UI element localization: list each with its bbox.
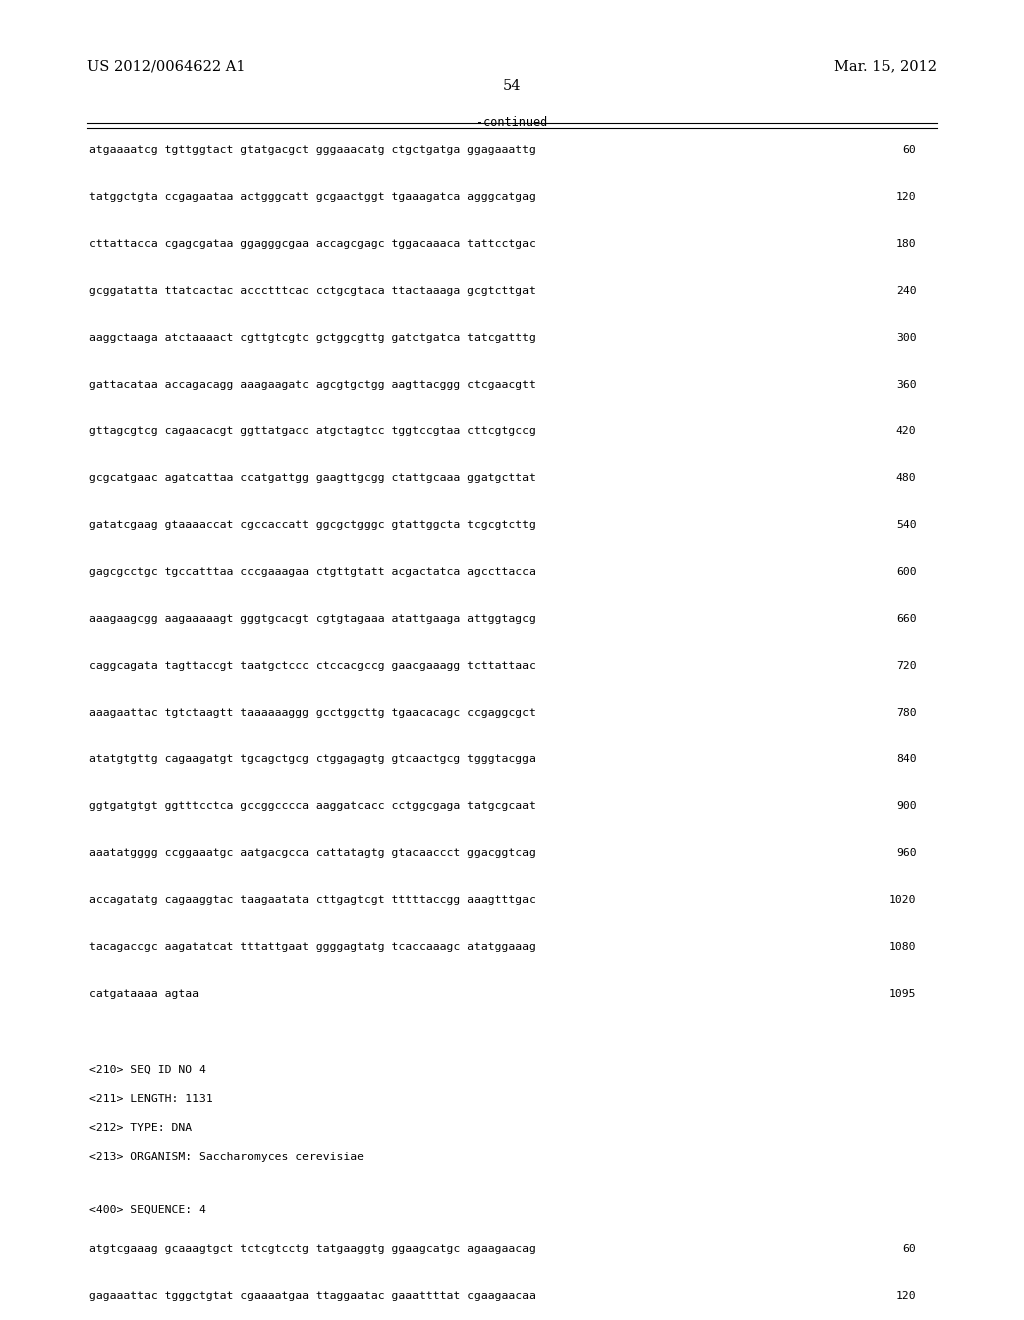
Text: 1020: 1020 [889, 895, 916, 906]
Text: aaggctaaga atctaaaact cgttgtcgtc gctggcgttg gatctgatca tatcgatttg: aaggctaaga atctaaaact cgttgtcgtc gctggcg… [89, 333, 536, 343]
Text: <211> LENGTH: 1131: <211> LENGTH: 1131 [89, 1093, 213, 1104]
Text: Mar. 15, 2012: Mar. 15, 2012 [834, 59, 937, 74]
Text: 720: 720 [896, 660, 916, 671]
Text: 960: 960 [896, 847, 916, 858]
Text: 840: 840 [896, 754, 916, 764]
Text: 360: 360 [896, 380, 916, 389]
Text: 180: 180 [896, 239, 916, 249]
Text: 600: 600 [896, 568, 916, 577]
Text: gttagcgtcg cagaacacgt ggttatgacc atgctagtcc tggtccgtaa cttcgtgccg: gttagcgtcg cagaacacgt ggttatgacc atgctag… [89, 426, 536, 437]
Text: atgtcgaaag gcaaagtgct tctcgtcctg tatgaaggtg ggaagcatgc agaagaacag: atgtcgaaag gcaaagtgct tctcgtcctg tatgaag… [89, 1243, 536, 1254]
Text: aaatatgggg ccggaaatgc aatgacgcca cattatagtg gtacaaccct ggacggtcag: aaatatgggg ccggaaatgc aatgacgcca cattata… [89, 847, 536, 858]
Text: 60: 60 [903, 1243, 916, 1254]
Text: caggcagata tagttaccgt taatgctccc ctccacgccg gaacgaaagg tcttattaac: caggcagata tagttaccgt taatgctccc ctccacg… [89, 660, 536, 671]
Text: 120: 120 [896, 191, 916, 202]
Text: 660: 660 [896, 614, 916, 624]
Text: <213> ORGANISM: Saccharomyces cerevisiae: <213> ORGANISM: Saccharomyces cerevisiae [89, 1151, 365, 1162]
Text: -continued: -continued [476, 116, 548, 129]
Text: catgataaaa agtaa: catgataaaa agtaa [89, 989, 199, 999]
Text: 1080: 1080 [889, 941, 916, 952]
Text: gatatcgaag gtaaaaccat cgccaccatt ggcgctgggc gtattggcta tcgcgtcttg: gatatcgaag gtaaaaccat cgccaccatt ggcgctg… [89, 520, 536, 531]
Text: US 2012/0064622 A1: US 2012/0064622 A1 [87, 59, 246, 74]
Text: tatggctgta ccgagaataa actgggcatt gcgaactggt tgaaagatca agggcatgag: tatggctgta ccgagaataa actgggcatt gcgaact… [89, 191, 536, 202]
Text: 540: 540 [896, 520, 916, 531]
Text: <400> SEQUENCE: 4: <400> SEQUENCE: 4 [89, 1204, 206, 1214]
Text: 900: 900 [896, 801, 916, 812]
Text: 120: 120 [896, 1291, 916, 1302]
Text: 480: 480 [896, 473, 916, 483]
Text: atgaaaatcg tgttggtact gtatgacgct gggaaacatg ctgctgatga ggagaaattg: atgaaaatcg tgttggtact gtatgacgct gggaaac… [89, 145, 536, 156]
Text: 420: 420 [896, 426, 916, 437]
Text: gattacataa accagacagg aaagaagatc agcgtgctgg aagttacggg ctcgaacgtt: gattacataa accagacagg aaagaagatc agcgtgc… [89, 380, 536, 389]
Text: <210> SEQ ID NO 4: <210> SEQ ID NO 4 [89, 1064, 206, 1074]
Text: 780: 780 [896, 708, 916, 718]
Text: tacagaccgc aagatatcat tttattgaat ggggagtatg tcaccaaagc atatggaaag: tacagaccgc aagatatcat tttattgaat ggggagt… [89, 941, 536, 952]
Text: ggtgatgtgt ggtttcctca gccggcccca aaggatcacc cctggcgaga tatgcgcaat: ggtgatgtgt ggtttcctca gccggcccca aaggatc… [89, 801, 536, 812]
Text: gagcgcctgc tgccatttaa cccgaaagaa ctgttgtatt acgactatca agccttacca: gagcgcctgc tgccatttaa cccgaaagaa ctgttgt… [89, 568, 536, 577]
Text: accagatatg cagaaggtac taagaatata cttgagtcgt tttttaccgg aaagtttgac: accagatatg cagaaggtac taagaatata cttgagt… [89, 895, 536, 906]
Text: 240: 240 [896, 286, 916, 296]
Text: atatgtgttg cagaagatgt tgcagctgcg ctggagagtg gtcaactgcg tgggtacgga: atatgtgttg cagaagatgt tgcagctgcg ctggaga… [89, 754, 536, 764]
Text: 60: 60 [903, 145, 916, 156]
Text: cttattacca cgagcgataa ggagggcgaa accagcgagc tggacaaaca tattcctgac: cttattacca cgagcgataa ggagggcgaa accagcg… [89, 239, 536, 249]
Text: 54: 54 [503, 79, 521, 94]
Text: 1095: 1095 [889, 989, 916, 999]
Text: gcgcatgaac agatcattaa ccatgattgg gaagttgcgg ctattgcaaa ggatgcttat: gcgcatgaac agatcattaa ccatgattgg gaagttg… [89, 473, 536, 483]
Text: aaagaagcgg aagaaaaagt gggtgcacgt cgtgtagaaa atattgaaga attggtagcg: aaagaagcgg aagaaaaagt gggtgcacgt cgtgtag… [89, 614, 536, 624]
Text: aaagaattac tgtctaagtt taaaaaaggg gcctggcttg tgaacacagc ccgaggcgct: aaagaattac tgtctaagtt taaaaaaggg gcctggc… [89, 708, 536, 718]
Text: 300: 300 [896, 333, 916, 343]
Text: gcggatatta ttatcactac accctttcac cctgcgtaca ttactaaaga gcgtcttgat: gcggatatta ttatcactac accctttcac cctgcgt… [89, 286, 536, 296]
Text: <212> TYPE: DNA: <212> TYPE: DNA [89, 1122, 193, 1133]
Text: gagaaattac tgggctgtat cgaaaatgaa ttaggaatac gaaattttat cgaagaacaa: gagaaattac tgggctgtat cgaaaatgaa ttaggaa… [89, 1291, 536, 1302]
